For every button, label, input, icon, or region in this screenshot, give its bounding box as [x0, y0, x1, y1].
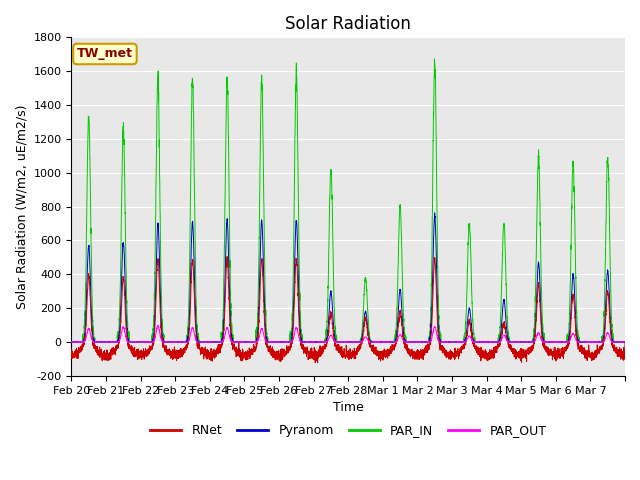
- Legend: RNet, Pyranom, PAR_IN, PAR_OUT: RNet, Pyranom, PAR_IN, PAR_OUT: [145, 420, 552, 443]
- Text: TW_met: TW_met: [77, 48, 133, 60]
- Y-axis label: Solar Radiation (W/m2, uE/m2/s): Solar Radiation (W/m2, uE/m2/s): [15, 104, 28, 309]
- Title: Solar Radiation: Solar Radiation: [285, 15, 411, 33]
- X-axis label: Time: Time: [333, 401, 364, 414]
